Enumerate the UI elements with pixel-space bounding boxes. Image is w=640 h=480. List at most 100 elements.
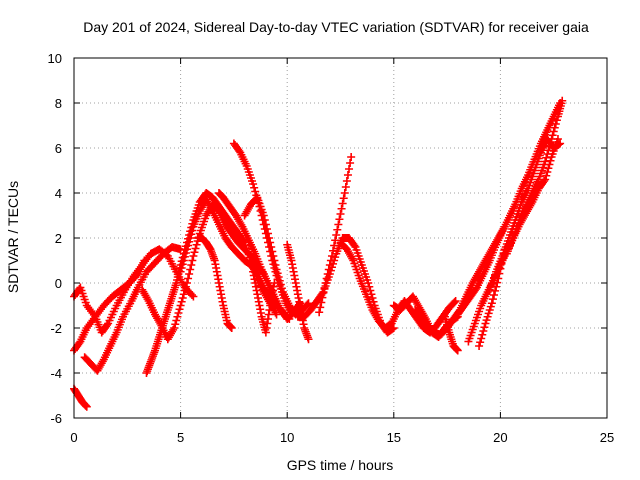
data-point bbox=[249, 180, 258, 188]
data-point bbox=[345, 165, 354, 173]
data-point bbox=[495, 269, 504, 278]
data-point bbox=[453, 346, 462, 355]
data-point bbox=[326, 256, 335, 265]
data-point bbox=[260, 216, 269, 224]
data-point bbox=[227, 324, 236, 332]
data-point bbox=[317, 298, 326, 307]
series-arc-08 bbox=[193, 234, 236, 332]
series-arc-24 bbox=[475, 245, 509, 350]
data-point bbox=[186, 265, 195, 274]
grid bbox=[74, 58, 607, 418]
data-point bbox=[368, 294, 377, 302]
data-point bbox=[320, 283, 329, 292]
data-point bbox=[103, 321, 112, 329]
data-point bbox=[544, 164, 553, 173]
data-point bbox=[487, 299, 496, 308]
data-point bbox=[177, 297, 186, 306]
data-point bbox=[333, 225, 342, 234]
series-arc-15 bbox=[315, 153, 356, 317]
data-point bbox=[187, 291, 196, 299]
data-point bbox=[499, 250, 508, 259]
data-point bbox=[177, 264, 186, 272]
data-point bbox=[350, 241, 359, 250]
x-tick-label: 15 bbox=[387, 430, 401, 445]
data-point bbox=[272, 265, 281, 274]
series-arc-12 bbox=[249, 267, 279, 337]
data-point bbox=[186, 234, 195, 242]
data-point bbox=[182, 279, 191, 287]
data-point bbox=[184, 274, 193, 283]
y-tick-label: 6 bbox=[55, 141, 62, 156]
y-tick-label: 2 bbox=[55, 231, 62, 246]
data-marks bbox=[70, 96, 567, 411]
data-point bbox=[261, 220, 270, 229]
data-point bbox=[332, 231, 341, 239]
data-point bbox=[323, 270, 332, 278]
data-point bbox=[174, 309, 183, 317]
data-point bbox=[493, 278, 502, 287]
data-point bbox=[490, 291, 499, 299]
series-arc-11 bbox=[240, 193, 313, 319]
y-axis-label: SDTVAR / TECUs bbox=[5, 181, 21, 293]
data-point bbox=[492, 282, 501, 291]
series-arc-19 bbox=[440, 312, 462, 355]
data-point bbox=[272, 310, 281, 319]
data-point bbox=[331, 236, 340, 245]
data-point bbox=[251, 187, 260, 196]
x-tick-label: 0 bbox=[70, 430, 77, 445]
data-point bbox=[185, 270, 194, 278]
data-point bbox=[327, 252, 336, 260]
data-point bbox=[181, 282, 190, 291]
data-point bbox=[343, 171, 352, 179]
x-tick-label: 20 bbox=[493, 430, 507, 445]
data-point bbox=[140, 256, 149, 265]
axis-ticks: 0 5 10 15 20 25 -6 -4 -2 0 2 4 6 8 10 bbox=[48, 51, 615, 445]
series-arc-02 bbox=[70, 384, 91, 411]
data-point bbox=[477, 334, 486, 343]
data-point bbox=[335, 215, 344, 224]
data-point bbox=[541, 175, 550, 184]
data-point bbox=[303, 300, 312, 309]
data-point bbox=[180, 286, 189, 295]
data-point bbox=[265, 234, 274, 242]
data-point bbox=[329, 246, 338, 255]
data-point bbox=[315, 308, 324, 317]
y-tick-label: 0 bbox=[55, 276, 62, 291]
data-point bbox=[179, 290, 188, 299]
data-point bbox=[189, 252, 198, 260]
data-point bbox=[269, 252, 278, 260]
data-point bbox=[170, 324, 179, 332]
data-point bbox=[549, 127, 558, 136]
data-point bbox=[191, 244, 200, 253]
data-point bbox=[498, 255, 507, 263]
data-point bbox=[319, 288, 328, 297]
data-point bbox=[176, 301, 185, 310]
data-point bbox=[250, 183, 259, 192]
data-point bbox=[190, 248, 199, 257]
data-point bbox=[491, 286, 500, 295]
data-point bbox=[188, 226, 197, 235]
data-point bbox=[342, 177, 351, 185]
data-point bbox=[268, 247, 277, 256]
data-point bbox=[543, 168, 552, 176]
data-point bbox=[475, 342, 484, 350]
data-point bbox=[192, 240, 201, 249]
data-point bbox=[366, 286, 375, 295]
data-point bbox=[337, 204, 346, 213]
data-point bbox=[189, 292, 198, 301]
data-point bbox=[276, 280, 285, 289]
data-point bbox=[267, 243, 276, 251]
data-point bbox=[545, 160, 554, 169]
y-tick-label: -6 bbox=[50, 411, 62, 426]
data-point bbox=[324, 265, 333, 274]
data-point bbox=[496, 264, 505, 273]
data-point bbox=[277, 284, 286, 293]
data-point bbox=[341, 183, 350, 191]
data-point bbox=[339, 194, 348, 203]
data-point bbox=[450, 298, 459, 307]
data-point bbox=[321, 279, 330, 287]
y-tick-label: 4 bbox=[55, 186, 62, 201]
x-axis-label: GPS time / hours bbox=[287, 457, 394, 473]
y-tick-label: 10 bbox=[48, 51, 62, 66]
data-point bbox=[497, 259, 506, 268]
